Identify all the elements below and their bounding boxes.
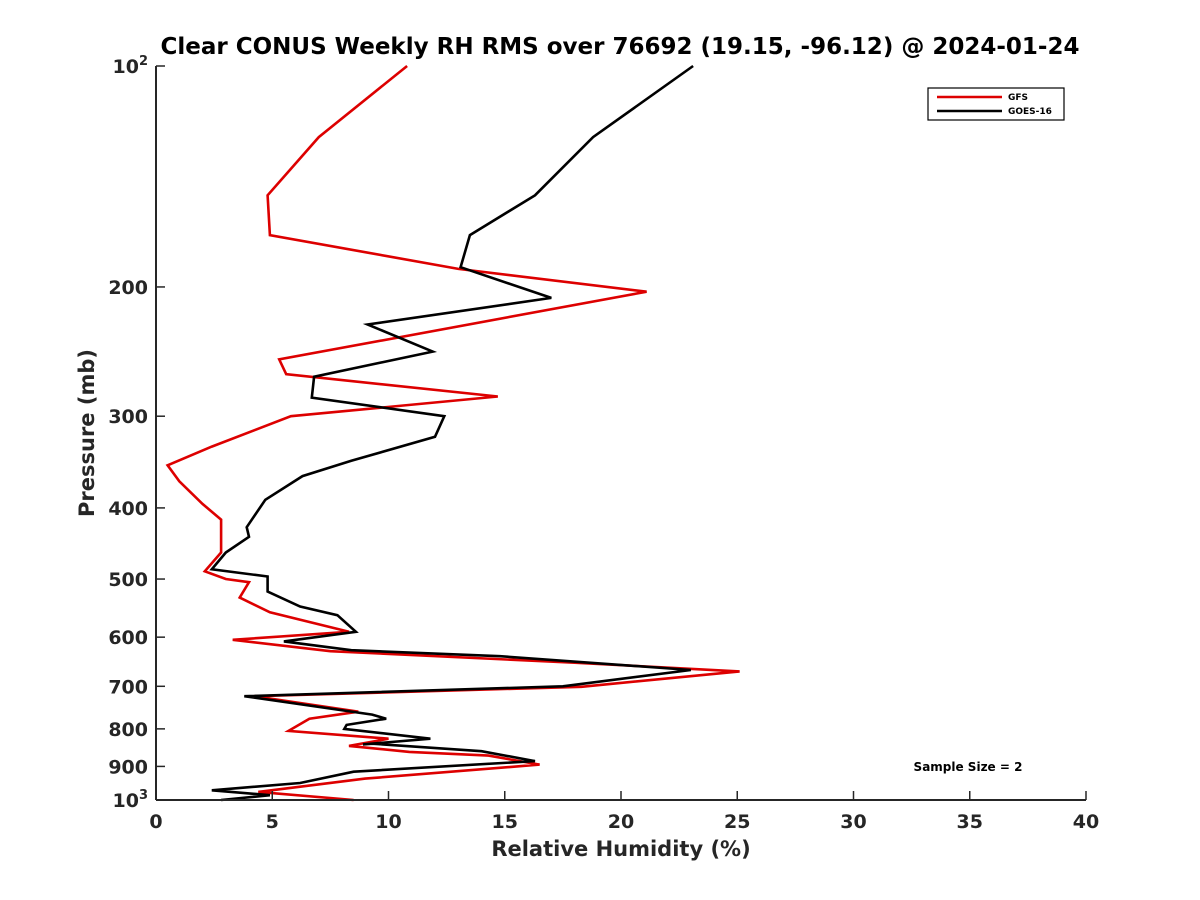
y-tick-label: 102 [113, 54, 149, 78]
x-tick-label: 25 [724, 811, 750, 833]
y-tick-label: 700 [108, 676, 148, 698]
x-axis-label: Relative Humidity (%) [491, 837, 750, 861]
x-tick-label: 35 [957, 811, 983, 833]
y-tick-label: 600 [108, 627, 148, 649]
x-tick-label: 0 [149, 811, 162, 833]
y-tick-label: 400 [108, 498, 148, 520]
y-tick-label: 900 [108, 756, 148, 778]
series-line-gfs [165, 64, 740, 802]
legend-label-goes16: GOES-16 [1008, 107, 1052, 117]
x-tick-label: 40 [1073, 811, 1099, 833]
chart-title: Clear CONUS Weekly RH RMS over 76692 (19… [161, 34, 1080, 60]
sample-size-annotation: Sample Size = 2 [914, 760, 1023, 774]
ticks-layer: 0 5 10 15 20 25 30 35 40 102 200 300 400 500 600 700 800… [108, 54, 1099, 833]
y-tick-label: 103 [113, 788, 149, 812]
legend-box [927, 87, 1065, 121]
legend: GFS GOES-16 [927, 87, 1065, 121]
y-tick-label: 800 [108, 719, 148, 741]
y-tick-label: 300 [108, 406, 148, 428]
x-tick-label: 20 [608, 811, 634, 833]
y-tick-label: 200 [108, 277, 148, 299]
legend-label-gfs: GFS [1008, 93, 1028, 103]
x-tick-label: 30 [840, 811, 866, 833]
y-tick-label: 500 [108, 569, 148, 591]
series-line-goes16 [209, 64, 694, 802]
x-tick-label: 15 [492, 811, 518, 833]
x-tick-label: 5 [266, 811, 279, 833]
y-axis-label: Pressure (mb) [75, 349, 99, 517]
series-layer [165, 64, 740, 802]
x-tick-label: 10 [375, 811, 401, 833]
